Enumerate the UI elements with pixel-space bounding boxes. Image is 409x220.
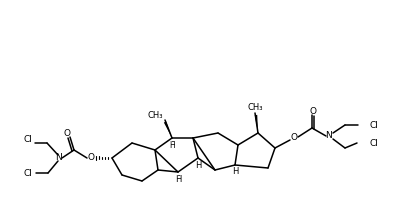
- Text: H: H: [232, 167, 238, 176]
- Polygon shape: [255, 115, 258, 133]
- Text: H: H: [195, 161, 201, 169]
- Text: O: O: [310, 106, 317, 116]
- Text: H̄: H̄: [169, 141, 175, 150]
- Text: H̄: H̄: [175, 176, 181, 185]
- Text: CH₃: CH₃: [148, 110, 163, 119]
- Text: Cl: Cl: [24, 136, 32, 145]
- Polygon shape: [164, 121, 172, 138]
- Text: CH₃: CH₃: [247, 103, 263, 112]
- Text: O: O: [88, 154, 94, 163]
- Text: N: N: [55, 154, 61, 163]
- Text: Cl: Cl: [370, 121, 379, 130]
- Text: Cl: Cl: [24, 169, 32, 178]
- Text: O: O: [63, 128, 70, 138]
- Text: N: N: [326, 132, 333, 141]
- Text: O: O: [290, 132, 297, 141]
- Text: Cl: Cl: [369, 139, 378, 147]
